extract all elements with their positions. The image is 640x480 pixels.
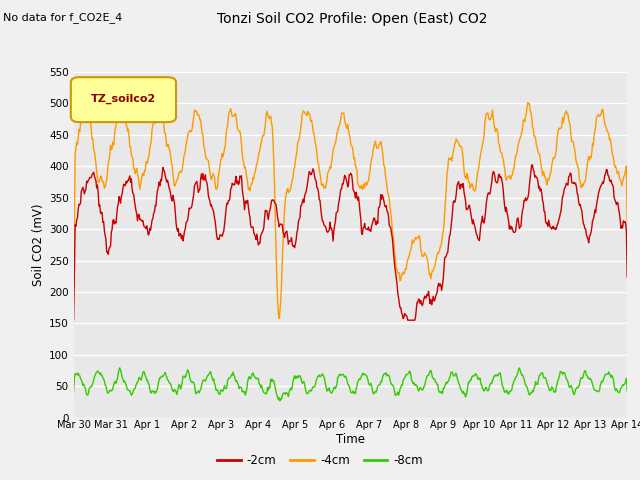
FancyBboxPatch shape — [71, 77, 176, 122]
Text: No data for f_CO2E_4: No data for f_CO2E_4 — [3, 12, 122, 23]
Legend: -2cm, -4cm, -8cm: -2cm, -4cm, -8cm — [212, 449, 428, 472]
Y-axis label: Soil CO2 (mV): Soil CO2 (mV) — [32, 204, 45, 286]
Text: Tonzi Soil CO2 Profile: Open (East) CO2: Tonzi Soil CO2 Profile: Open (East) CO2 — [217, 12, 487, 26]
Text: TZ_soilco2: TZ_soilco2 — [91, 94, 156, 105]
X-axis label: Time: Time — [336, 433, 365, 446]
